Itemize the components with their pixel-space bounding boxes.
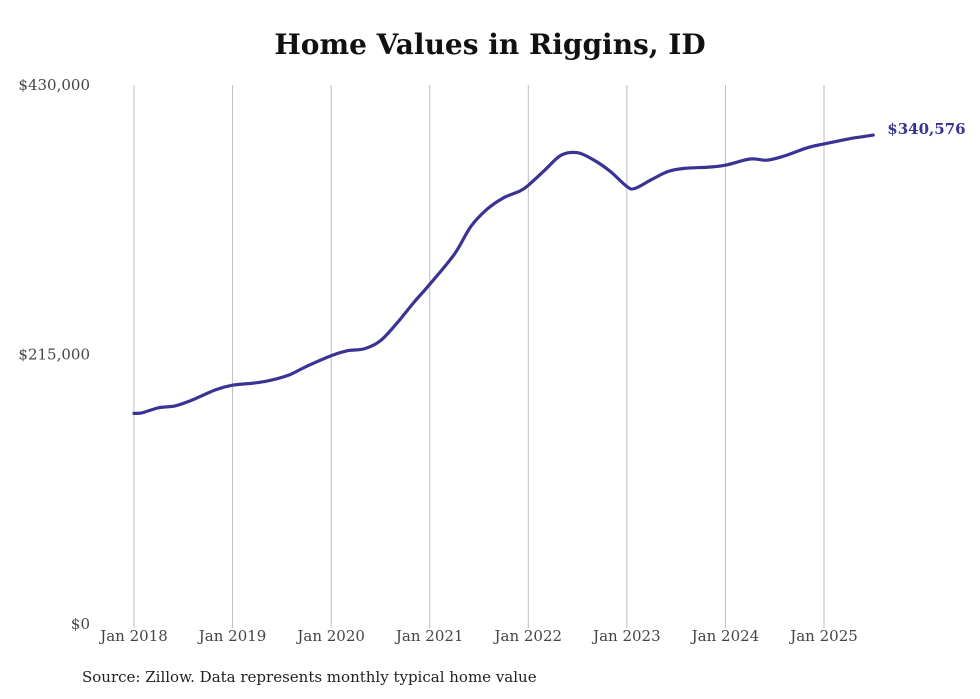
end-value-label: $340,576 [887, 120, 965, 138]
source-note: Source: Zillow. Data represents monthly … [82, 668, 537, 686]
x-tick-label: Jan 2020 [295, 627, 365, 645]
x-tick-label: Jan 2025 [788, 627, 858, 645]
x-tick-label: Jan 2022 [493, 627, 563, 645]
x-axis: Jan 2018 Jan 2019 Jan 2020 Jan 2021 Jan 2022… [98, 627, 858, 645]
y-tick-label: $215,000 [18, 346, 90, 364]
y-tick-label: $0 [71, 615, 90, 633]
y-axis: $0 $215,000 $430,000 [18, 76, 90, 633]
x-tick-label: Jan 2023 [591, 627, 661, 645]
x-tick-label: Jan 2019 [197, 627, 267, 645]
series-group: $340,576 [132, 120, 966, 416]
y-tick-label: $430,000 [18, 76, 90, 94]
x-tick-label: Jan 2018 [98, 627, 168, 645]
x-tick-label: Jan 2021 [394, 627, 464, 645]
series-line [132, 133, 875, 416]
chart-title: Home Values in Riggins, ID [274, 28, 706, 61]
x-tick-label: Jan 2024 [690, 627, 760, 645]
